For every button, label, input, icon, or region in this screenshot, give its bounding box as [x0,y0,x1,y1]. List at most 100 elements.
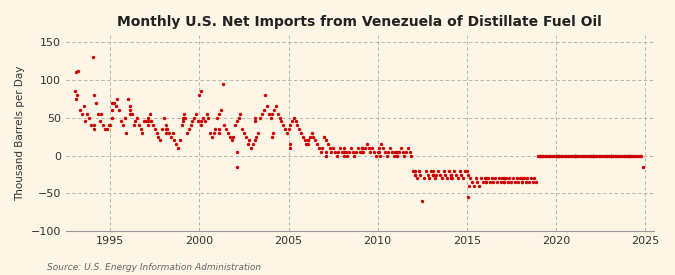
Point [497,176,508,180]
Point [606,153,617,158]
Point [276,119,287,124]
Point [449,169,460,173]
Point [339,153,350,158]
Point [304,134,315,139]
Point [238,131,249,135]
Point [597,153,608,158]
Point [616,153,627,158]
Point [213,112,224,116]
Point [595,153,605,158]
Point [253,131,264,135]
Point [344,150,354,154]
Point [365,150,376,154]
Point [76,112,87,116]
Point [254,116,265,120]
Point [327,146,338,150]
Point [315,150,326,154]
Point [624,153,634,158]
Point [588,153,599,158]
Point [481,180,491,184]
Point [228,134,239,139]
Point [342,153,353,158]
Point [394,150,404,154]
Point [302,138,313,143]
Point [146,119,157,124]
Point [387,150,398,154]
Point [552,153,563,158]
Point [535,153,545,158]
Point [281,131,292,135]
Point [155,138,165,143]
Point [329,150,340,154]
Point [541,153,552,158]
Point [240,134,251,139]
Point [493,176,504,180]
Point [203,116,214,120]
Point [232,150,242,154]
Point [410,172,421,177]
Point [593,153,604,158]
Point [456,172,466,177]
Point [244,138,254,143]
Point [159,116,169,120]
Point [321,150,331,154]
Point [230,123,240,128]
Point [404,150,415,154]
Point [436,176,447,180]
Point [171,142,182,146]
Point [535,153,545,158]
Point [119,116,130,120]
Point [80,119,91,124]
Point [429,176,440,180]
Point [100,127,111,131]
Point [524,180,535,184]
Point [540,153,551,158]
Point [258,108,269,112]
Point [71,97,82,101]
Point [458,176,468,180]
Point [249,116,260,120]
Point [160,123,171,128]
Point [516,176,527,180]
Point [446,172,456,177]
Point [402,146,413,150]
Point [460,169,470,173]
Point [499,180,510,184]
Point [273,112,284,116]
Point [144,112,155,116]
Point [148,123,159,128]
Point [130,119,140,124]
Point [565,153,576,158]
Point [112,97,123,101]
Point [490,176,501,180]
Point [78,104,89,109]
Point [422,172,433,177]
Point [392,153,403,158]
Point [441,176,452,180]
Point [547,153,558,158]
Point [354,150,365,154]
Point [153,134,164,139]
Point [285,123,296,128]
Point [586,153,597,158]
Point [517,180,528,184]
Point [374,146,385,150]
Point [516,180,527,184]
Point [577,153,588,158]
Point [310,138,321,143]
Point [451,172,462,177]
Point [90,100,101,105]
Point [392,150,402,154]
Point [447,176,458,180]
Point [486,176,497,180]
Point [410,172,421,177]
Point [173,146,184,150]
Point [301,142,312,146]
Point [125,108,136,112]
Point [302,142,313,146]
Point [125,104,136,109]
Point [123,97,134,101]
Point [479,176,490,180]
Point [338,146,349,150]
Point [321,138,331,143]
